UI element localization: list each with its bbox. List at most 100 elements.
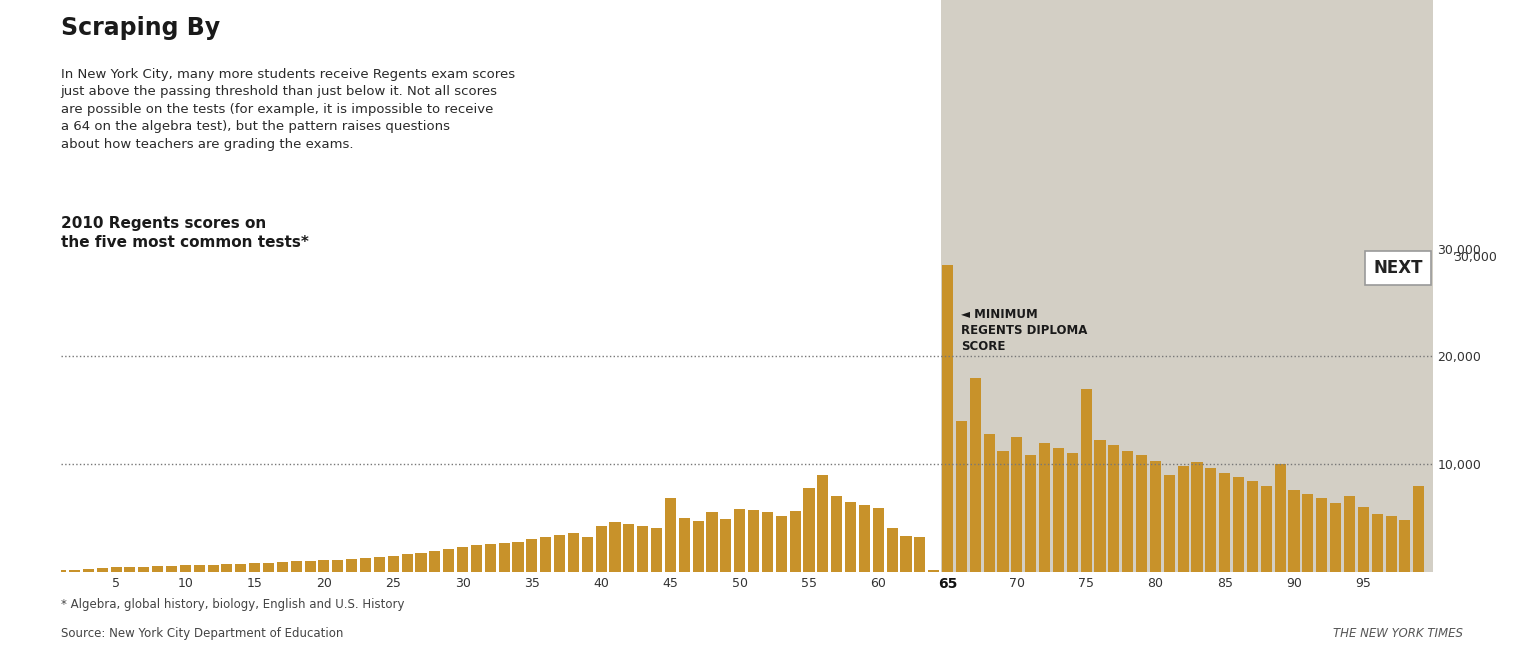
Bar xyxy=(346,559,358,572)
Bar xyxy=(720,519,731,572)
Bar xyxy=(1081,389,1092,572)
Bar xyxy=(873,508,884,572)
Bar xyxy=(1358,507,1369,572)
Bar xyxy=(623,525,634,572)
Bar xyxy=(1399,520,1410,572)
Text: * Algebra, global history, biology, English and U.S. History: * Algebra, global history, biology, Engl… xyxy=(61,598,405,610)
Text: NEXT: NEXT xyxy=(1373,259,1422,277)
Bar xyxy=(831,496,843,572)
Bar xyxy=(1386,516,1396,572)
Bar xyxy=(984,434,994,572)
Bar xyxy=(415,554,426,572)
Bar xyxy=(776,516,787,572)
Bar xyxy=(734,509,746,572)
Bar xyxy=(1164,475,1175,572)
Bar xyxy=(596,526,606,572)
Bar xyxy=(68,570,80,572)
Bar xyxy=(1372,514,1383,572)
Bar xyxy=(1343,496,1355,572)
Bar xyxy=(540,537,552,572)
Bar xyxy=(249,563,261,572)
Bar xyxy=(97,568,108,572)
Bar xyxy=(1261,486,1272,572)
Bar xyxy=(138,567,150,572)
Bar xyxy=(1289,490,1299,572)
Bar xyxy=(332,560,343,572)
Bar xyxy=(388,556,399,572)
Text: Source: New York City Department of Education: Source: New York City Department of Educ… xyxy=(61,627,343,640)
Bar xyxy=(165,566,177,572)
Bar xyxy=(208,565,218,572)
Bar xyxy=(499,543,509,572)
Text: In New York City, many more students receive Regents exam scores
just above the : In New York City, many more students rec… xyxy=(61,68,515,151)
Bar xyxy=(1275,464,1286,572)
Bar xyxy=(83,569,94,572)
Bar xyxy=(55,570,67,572)
Bar xyxy=(124,567,135,572)
Text: 30,000: 30,000 xyxy=(1454,251,1498,264)
Bar xyxy=(609,522,620,572)
Bar xyxy=(111,567,121,572)
Bar xyxy=(443,549,455,572)
Bar xyxy=(1302,494,1313,572)
Bar xyxy=(1122,451,1134,572)
Bar xyxy=(1011,437,1022,572)
Bar xyxy=(790,512,800,572)
Bar xyxy=(180,565,191,572)
Bar xyxy=(747,510,760,572)
Bar xyxy=(650,528,662,572)
Bar xyxy=(456,547,468,572)
Bar xyxy=(763,512,773,572)
Bar xyxy=(235,563,246,572)
Bar xyxy=(666,499,676,572)
Bar xyxy=(928,570,940,572)
Bar xyxy=(1205,468,1216,572)
Bar xyxy=(941,265,954,572)
Bar xyxy=(1135,455,1148,572)
Bar xyxy=(998,451,1008,572)
Bar xyxy=(1413,486,1425,572)
Bar xyxy=(1054,448,1064,572)
Bar xyxy=(512,541,523,572)
Bar xyxy=(844,502,857,572)
Bar xyxy=(1248,481,1258,572)
Bar xyxy=(693,521,703,572)
Bar xyxy=(1233,477,1245,572)
Bar xyxy=(359,557,371,572)
Bar xyxy=(1095,441,1105,572)
Bar xyxy=(553,535,565,572)
Bar xyxy=(1316,499,1328,572)
Bar xyxy=(402,554,412,572)
Bar xyxy=(970,378,981,572)
Bar xyxy=(485,544,496,572)
Bar xyxy=(706,512,717,572)
Bar xyxy=(526,539,537,572)
Bar xyxy=(291,561,302,572)
Bar xyxy=(429,551,440,572)
Bar xyxy=(1219,473,1231,572)
Bar xyxy=(194,565,205,572)
Bar xyxy=(1330,503,1342,572)
Bar xyxy=(1067,453,1078,572)
Bar xyxy=(1025,455,1037,572)
Bar xyxy=(305,561,315,572)
Bar xyxy=(471,545,482,572)
Bar xyxy=(887,528,897,572)
Bar xyxy=(277,562,288,572)
Bar xyxy=(1108,444,1119,572)
Bar xyxy=(637,526,649,572)
Bar xyxy=(957,421,967,572)
Bar xyxy=(582,537,593,572)
Bar xyxy=(1178,466,1189,572)
Bar xyxy=(817,475,828,572)
Bar xyxy=(374,557,385,572)
Bar xyxy=(152,567,164,572)
Bar xyxy=(914,537,925,572)
Text: Scraping By: Scraping By xyxy=(61,16,220,40)
Bar xyxy=(568,533,579,572)
Bar xyxy=(262,563,274,572)
Bar xyxy=(860,505,870,572)
Text: THE NEW YORK TIMES: THE NEW YORK TIMES xyxy=(1333,627,1463,640)
Bar xyxy=(940,249,1440,572)
Bar xyxy=(221,564,232,572)
